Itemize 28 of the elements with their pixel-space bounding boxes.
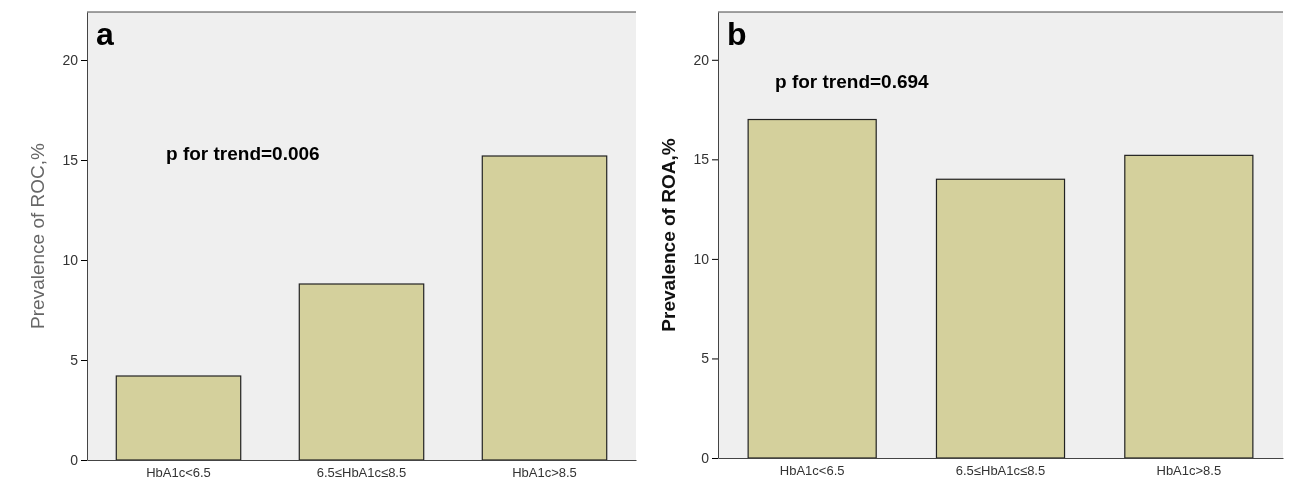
y-tick-label: 5 xyxy=(701,350,710,367)
y-tick-label: 0 xyxy=(70,451,79,468)
y-axis-title: Prevalence of ROC,% xyxy=(27,142,48,329)
x-tick-label: 6.5≤HbA1c≤8.5 xyxy=(955,463,1046,479)
bar xyxy=(935,178,1066,459)
y-tick-label: 10 xyxy=(62,251,79,268)
annotation: a xyxy=(96,16,114,52)
y-tick-label: 20 xyxy=(62,51,79,68)
x-tick-label: HbA1c>8.5 xyxy=(1156,463,1222,479)
bar xyxy=(481,155,608,461)
annotation: p for trend=0.006 xyxy=(166,143,320,164)
y-tick-label: 0 xyxy=(701,449,710,466)
y-tick-label: 20 xyxy=(693,51,710,68)
y-axis-title: Prevalence of ROA,% xyxy=(658,138,679,332)
annotation: b xyxy=(727,16,747,52)
bar xyxy=(1124,154,1254,459)
bar xyxy=(115,375,242,461)
y-tick-label: 5 xyxy=(70,351,79,368)
x-tick-label: HbA1c<6.5 xyxy=(779,463,845,479)
annotation: p for trend=0.694 xyxy=(775,70,930,92)
x-tick-label: HbA1c<6.5 xyxy=(146,465,211,481)
y-tick-label: 15 xyxy=(693,151,710,168)
y-tick-label: 10 xyxy=(693,250,710,267)
bar xyxy=(298,283,425,461)
x-tick-label: HbA1c>8.5 xyxy=(512,465,577,481)
y-tick-label: 15 xyxy=(62,151,79,168)
bar xyxy=(747,118,877,459)
x-tick-label: 6.5≤HbA1c≤8.5 xyxy=(316,465,407,481)
